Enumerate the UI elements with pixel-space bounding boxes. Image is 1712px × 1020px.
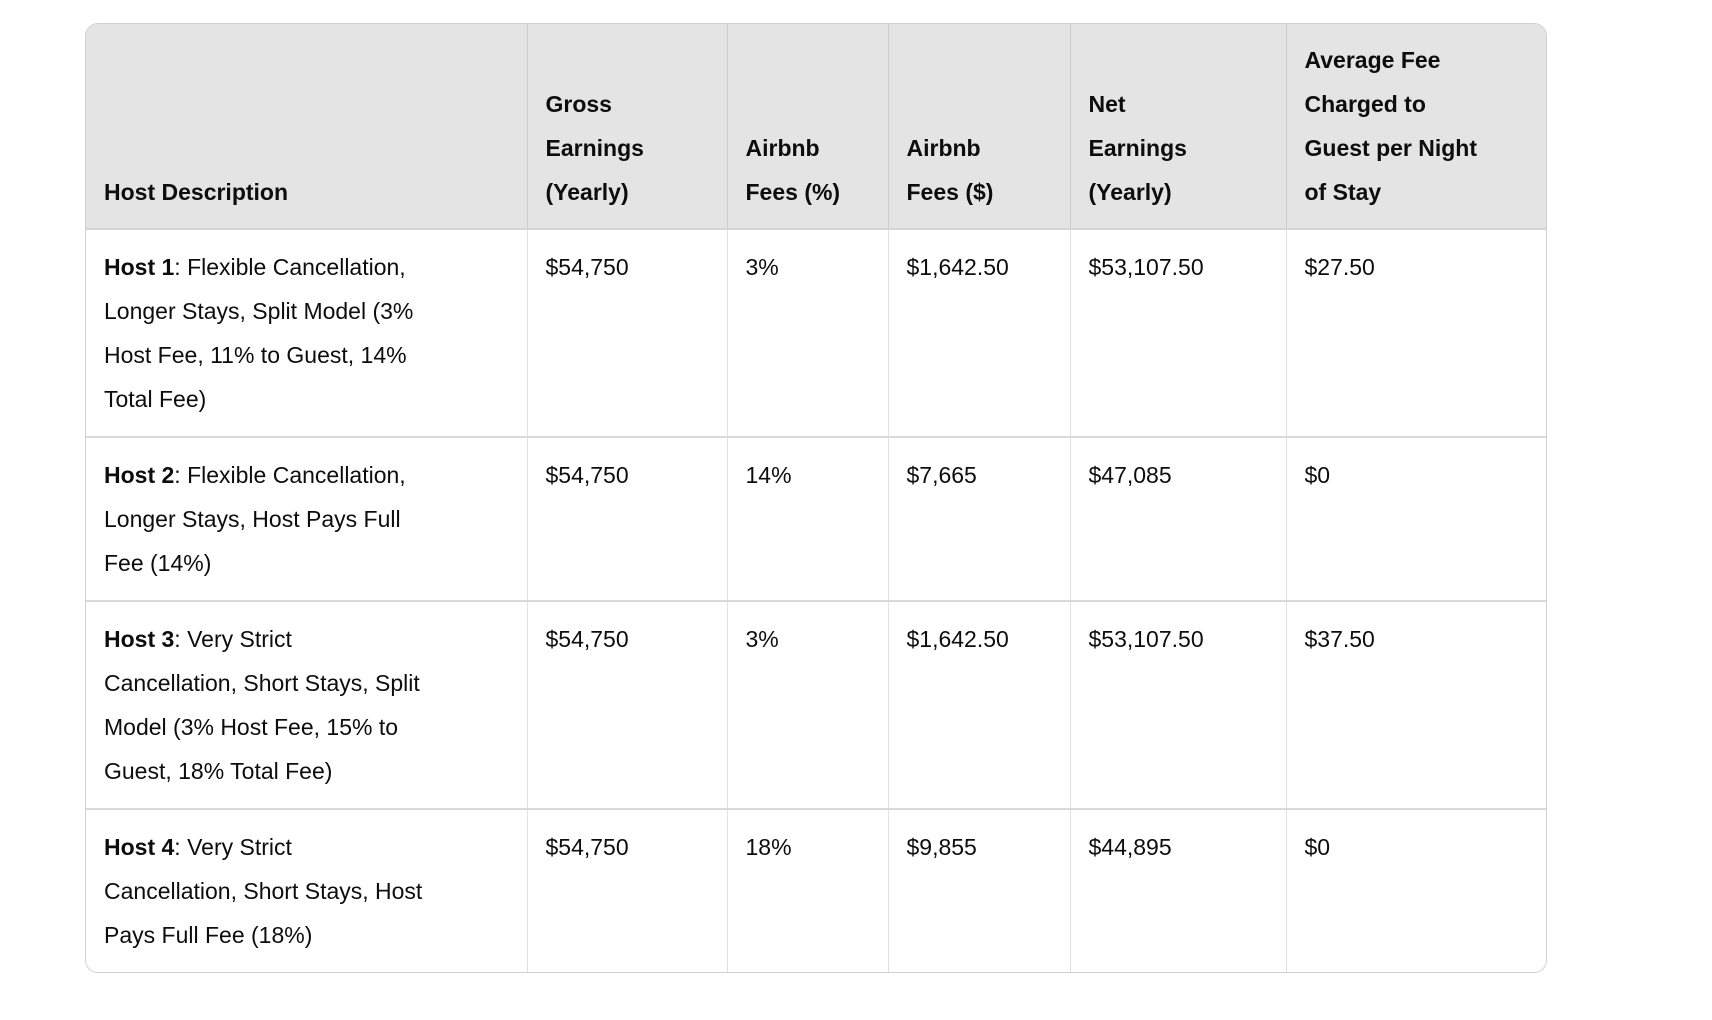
cell-gross-earnings: $54,750 — [527, 601, 728, 810]
cell-net-earnings: $53,107.50 — [1070, 601, 1287, 810]
cell-host-description: Host 3: Very Strict Cancellation, Short … — [86, 601, 528, 810]
cell-gross-earnings: $54,750 — [527, 809, 728, 972]
table-body: Host 1: Flexible Cancellation, Longer St… — [86, 229, 1546, 972]
table-row-host-4: Host 4: Very Strict Cancellation, Short … — [86, 809, 1546, 972]
header-label: Airbnb Fees ($) — [906, 135, 994, 205]
host-description-rest: : Flexible Cancellation, Longer Stays, S… — [104, 254, 414, 412]
cell-airbnb-fees-pct: 14% — [727, 437, 889, 602]
host-name: Host 4 — [104, 834, 175, 860]
cell-gross-earnings: $54,750 — [527, 437, 728, 602]
airbnb-fees-table: Host Description Gross Earnings (Yearly)… — [86, 24, 1546, 972]
header-cell-airbnb-fees-usd: Airbnb Fees ($) — [888, 24, 1071, 230]
host-name: Host 1 — [104, 254, 175, 280]
cell-net-earnings: $53,107.50 — [1070, 229, 1287, 438]
header-label: Gross Earnings (Yearly) — [545, 91, 644, 205]
header-label: Average Fee Charged to Guest per Night o… — [1304, 47, 1478, 205]
cell-airbnb-fees-usd: $1,642.50 — [888, 229, 1071, 438]
table-row-host-2: Host 2: Flexible Cancellation, Longer St… — [86, 437, 1546, 602]
host-name: Host 2 — [104, 462, 175, 488]
table-row-host-3: Host 3: Very Strict Cancellation, Short … — [86, 601, 1546, 810]
cell-host-description: Host 2: Flexible Cancellation, Longer St… — [86, 437, 528, 602]
host-description-rest: : Flexible Cancellation, Longer Stays, H… — [104, 462, 406, 576]
table-header-row: Host Description Gross Earnings (Yearly)… — [86, 24, 1546, 230]
host-name: Host 3 — [104, 626, 175, 652]
cell-airbnb-fees-usd: $1,642.50 — [888, 601, 1071, 810]
cell-net-earnings: $44,895 — [1070, 809, 1287, 972]
host-description-rest: : Very Strict Cancellation, Short Stays,… — [104, 626, 420, 784]
header-cell-airbnb-fees-pct: Airbnb Fees (%) — [727, 24, 889, 230]
cell-airbnb-fees-pct: 18% — [727, 809, 889, 972]
cell-avg-guest-fee: $27.50 — [1286, 229, 1546, 438]
cell-host-description: Host 4: Very Strict Cancellation, Short … — [86, 809, 528, 972]
cell-airbnb-fees-usd: $7,665 — [888, 437, 1071, 602]
header-label: Host Description — [104, 179, 289, 205]
cell-gross-earnings: $54,750 — [527, 229, 728, 438]
host-description-text: Host 2: Flexible Cancellation, Longer St… — [104, 453, 429, 585]
cell-avg-guest-fee: $37.50 — [1286, 601, 1546, 810]
host-description-text: Host 1: Flexible Cancellation, Longer St… — [104, 245, 429, 421]
header-cell-host-description: Host Description — [86, 24, 528, 230]
cell-avg-guest-fee: $0 — [1286, 809, 1546, 972]
host-description-rest: : Very Strict Cancellation, Short Stays,… — [104, 834, 423, 948]
cell-host-description: Host 1: Flexible Cancellation, Longer St… — [86, 229, 528, 438]
cell-avg-guest-fee: $0 — [1286, 437, 1546, 602]
header-label: Net Earnings (Yearly) — [1088, 91, 1187, 205]
table-header: Host Description Gross Earnings (Yearly)… — [86, 24, 1546, 230]
cell-airbnb-fees-pct: 3% — [727, 601, 889, 810]
host-description-text: Host 4: Very Strict Cancellation, Short … — [104, 825, 429, 957]
header-cell-net-earnings: Net Earnings (Yearly) — [1070, 24, 1287, 230]
cell-airbnb-fees-pct: 3% — [727, 229, 889, 438]
header-cell-avg-guest-fee: Average Fee Charged to Guest per Night o… — [1286, 24, 1546, 230]
header-label: Airbnb Fees (%) — [745, 135, 841, 205]
cell-airbnb-fees-usd: $9,855 — [888, 809, 1071, 972]
fees-comparison-table: Host Description Gross Earnings (Yearly)… — [85, 23, 1547, 973]
table-row-host-1: Host 1: Flexible Cancellation, Longer St… — [86, 229, 1546, 438]
host-description-text: Host 3: Very Strict Cancellation, Short … — [104, 617, 429, 793]
cell-net-earnings: $47,085 — [1070, 437, 1287, 602]
header-cell-gross-earnings: Gross Earnings (Yearly) — [527, 24, 728, 230]
